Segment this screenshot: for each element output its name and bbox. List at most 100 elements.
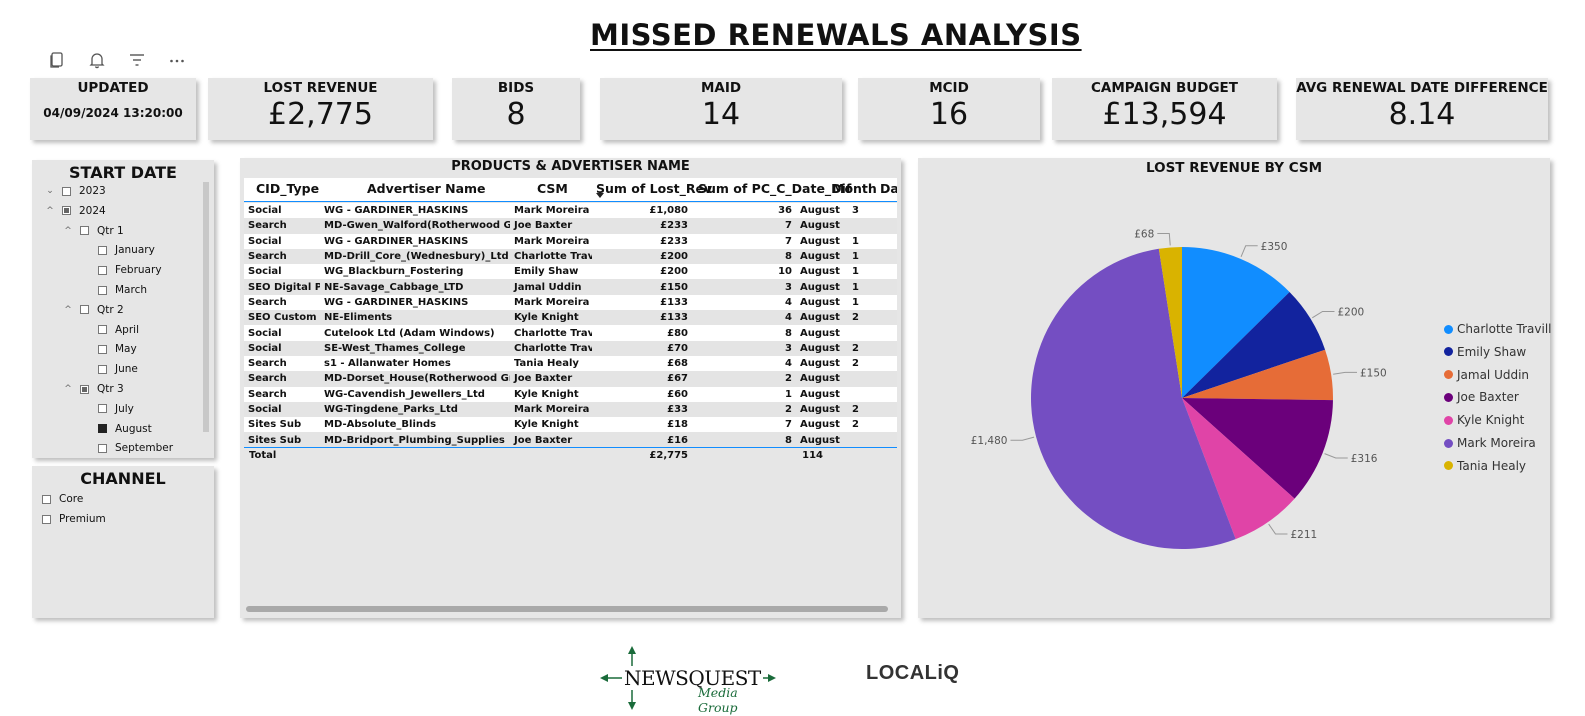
legend-dot-icon — [1444, 347, 1453, 357]
col-header-advertiser[interactable]: Advertiser Name — [367, 181, 486, 196]
col-header-lost-rev[interactable]: Sum of Lost_Rev — [596, 181, 713, 196]
legend-item-kyle-knight[interactable]: Kyle Knight — [1444, 413, 1524, 427]
bell-icon[interactable] — [84, 48, 110, 72]
table-row[interactable]: Social WG-Tingdene_Parks_Ltd Mark Moreira £… — [244, 401, 897, 418]
table-row[interactable]: Social Cutelook Ltd (Adam Windows) Charlot… — [244, 325, 897, 341]
table-row[interactable]: SEO Custom NE-Eliments Kyle Knight £133 4 Aug… — [244, 310, 897, 326]
col-header-csm[interactable]: CSM — [537, 181, 568, 196]
pie-slice-joe-baxter[interactable] — [1182, 398, 1333, 499]
horizontal-scrollbar[interactable] — [246, 606, 888, 612]
table-cell: 7 — [692, 417, 796, 433]
table-row[interactable]: Sites Sub MD-Absolute_Blinds Kyle Knight £1… — [244, 417, 897, 433]
checkbox[interactable] — [98, 364, 107, 374]
table-row[interactable]: Social WG - GARDINER_HASKINS Mark Moreira £… — [244, 233, 897, 249]
slicer-scrollbar[interactable] — [203, 182, 209, 432]
date-item-label: May — [115, 343, 137, 356]
expand-chevron-icon[interactable]: ⌄ — [46, 186, 54, 196]
table-row[interactable]: Search WG - GARDINER_HASKINS Mark Moreira £… — [244, 294, 897, 311]
pie-slice-kyle-knight[interactable] — [1182, 398, 1295, 540]
checkbox[interactable] — [98, 344, 107, 354]
table-row[interactable]: Search s1 - Allanwater Homes Tania Healy £6… — [244, 355, 897, 372]
legend-item-charlotte-travill[interactable]: Charlotte Travill — [1444, 322, 1552, 336]
table-cell: 3 — [692, 279, 796, 295]
table-cell: August — [796, 264, 848, 280]
pie-slice-mark-moreira[interactable] — [1031, 248, 1236, 549]
legend-item-mark-moreira[interactable]: Mark Moreira — [1444, 436, 1536, 450]
visual-toolbar — [44, 48, 190, 72]
table-cell: August — [796, 340, 848, 356]
copy-icon[interactable] — [44, 48, 70, 72]
expand-chevron-icon[interactable]: ^ — [64, 225, 72, 236]
table-row[interactable]: Search MD-Drill_Core_(Wednesbury)_Ltd Char… — [244, 248, 897, 265]
table-cell: Charlotte Travill — [510, 248, 592, 265]
date-item-august[interactable]: August — [80, 423, 152, 435]
date-item-january[interactable]: January — [80, 244, 155, 256]
expand-chevron-icon[interactable]: ^ — [64, 304, 72, 315]
col-header-day[interactable]: Day — [880, 181, 897, 196]
expand-chevron-icon[interactable]: ^ — [46, 205, 54, 216]
date-item-march[interactable]: March — [80, 284, 147, 296]
legend-item-tania-healy[interactable]: Tania Healy — [1444, 459, 1526, 473]
checkbox[interactable] — [80, 226, 89, 236]
col-header-date-dif[interactable]: Sum of PC_C_Date_Dif — [698, 181, 852, 196]
table-row[interactable]: Sites Sub MD-Bridport_Plumbing_Supplies Jo… — [244, 432, 897, 448]
checkbox[interactable] — [98, 424, 107, 434]
table-row[interactable]: Social SE-West_Thames_College Charlotte Tr… — [244, 340, 897, 356]
table-row[interactable]: SEO Digital PRNE-Savage_Cabbage_LTDJamal… — [244, 279, 897, 295]
date-item-february[interactable]: February — [80, 264, 162, 276]
pie-slice-charlotte-travill[interactable] — [1182, 247, 1290, 398]
pie-slice-jamal-uddin[interactable] — [1182, 349, 1333, 401]
table-row[interactable]: Social WG - GARDINER_HASKINS Mark Moreira £… — [244, 203, 897, 219]
table-cell: August — [796, 218, 848, 234]
date-item-qtr-3[interactable]: ^ Qtr 3 — [62, 383, 124, 395]
card-maid: MAID 14 — [600, 78, 842, 140]
date-item-september[interactable]: September — [80, 442, 173, 454]
leader-line — [1324, 453, 1348, 459]
checkbox[interactable] — [98, 325, 107, 335]
checkbox[interactable] — [98, 285, 107, 295]
checkbox[interactable] — [98, 245, 107, 255]
date-item-2023[interactable]: ⌄ 2023 — [44, 185, 106, 197]
checkbox[interactable] — [42, 514, 51, 524]
pie-slice-emily-shaw[interactable] — [1182, 291, 1326, 398]
legend-item-emily-shaw[interactable]: Emily Shaw — [1444, 345, 1526, 359]
expand-chevron-icon[interactable]: ^ — [64, 384, 72, 394]
date-item-2024[interactable]: ^ 2024 — [44, 205, 106, 217]
checkbox[interactable] — [98, 443, 107, 453]
checkbox[interactable] — [42, 494, 51, 504]
checkbox[interactable] — [62, 206, 71, 216]
legend-item-jamal-uddin[interactable]: Jamal Uddin — [1444, 368, 1529, 382]
checkbox[interactable] — [62, 186, 71, 196]
checkbox[interactable] — [80, 384, 89, 394]
date-item-qtr-2[interactable]: ^ Qtr 2 — [62, 304, 124, 316]
checkbox[interactable] — [98, 404, 107, 414]
legend-item-joe-baxter[interactable]: Joe Baxter — [1444, 390, 1519, 404]
filter-icon[interactable] — [124, 48, 150, 72]
table-cell: 3 — [848, 203, 897, 219]
checkbox[interactable] — [80, 305, 89, 315]
table-row[interactable]: Search WG-Cavendish_Jewellers_Ltd Kyle Kni… — [244, 386, 897, 402]
col-header-month[interactable]: Month — [832, 181, 877, 196]
table-cell: Search — [244, 218, 320, 234]
date-item-may[interactable]: May — [80, 343, 137, 355]
pie-data-label: £350 — [1261, 241, 1288, 253]
table-body: Social WG - GARDINER_HASKINS Mark Moreira £… — [244, 203, 897, 448]
col-header-cid-type[interactable]: CID_Type — [256, 181, 320, 196]
date-item-july[interactable]: July — [80, 403, 134, 415]
pie-slice-tania-healy[interactable] — [1158, 247, 1182, 398]
date-item-qtr-1[interactable]: ^ Qtr 1 — [62, 225, 124, 237]
leader-line — [1268, 523, 1288, 535]
date-item-april[interactable]: April — [80, 324, 139, 336]
date-item-june[interactable]: June — [80, 363, 138, 375]
date-item-label: April — [115, 323, 139, 336]
table-row[interactable]: Social WG_Blackburn_Fostering Emily Shaw £2… — [244, 264, 897, 280]
checkbox[interactable] — [98, 265, 107, 275]
more-icon[interactable] — [164, 48, 190, 72]
channel-item-premium[interactable]: Premium — [42, 513, 106, 525]
table-cell: £60 — [592, 386, 692, 402]
date-item-label: August — [115, 422, 152, 435]
table-cell: Joe Baxter — [510, 432, 592, 448]
channel-item-core[interactable]: Core — [42, 493, 83, 505]
